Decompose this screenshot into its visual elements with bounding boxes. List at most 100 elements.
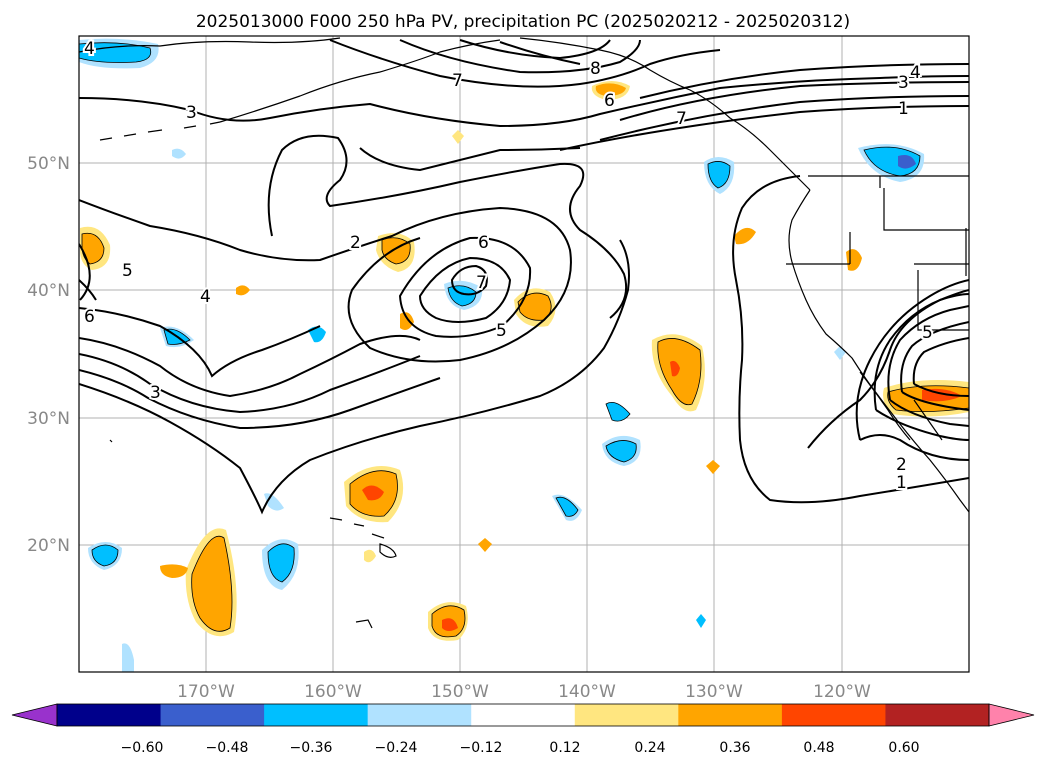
pv-contour	[79, 199, 572, 363]
pv-contour	[79, 369, 441, 430]
lon-label-160w: 160°W	[304, 682, 362, 702]
colorbar-segment	[264, 704, 369, 726]
precip-positive-blob	[651, 334, 705, 412]
longitude-labels: 170°W 160°W 150°W 140°W 130°W 120°W	[177, 682, 871, 702]
contour-label: 2	[896, 455, 907, 475]
precip-negative-blob	[602, 401, 641, 466]
colorbar-segment	[471, 704, 576, 726]
precip-positive-blob	[591, 81, 630, 100]
coastline-alaska	[79, 37, 811, 191]
pv-contour	[450, 264, 488, 296]
colorbar-extend-max	[988, 703, 1035, 727]
contour-label: 7	[476, 273, 487, 293]
colorbar-segment	[367, 704, 472, 726]
contour-label: 6	[478, 233, 489, 253]
colorbar-tick-label: 0.48	[803, 740, 834, 756]
contour-label: 1	[898, 99, 909, 119]
pv-contour	[398, 236, 532, 338]
contour-label: 2	[350, 233, 361, 253]
precip-positive-blob	[883, 380, 969, 417]
map-frame	[78, 35, 970, 673]
contour-label: 3	[898, 73, 909, 93]
lon-label-140w: 140°W	[558, 682, 616, 702]
pv-contour	[79, 75, 969, 128]
contour-labels: 4 7 8 3 4 6 1 3 2 6 7 5 5 4 6 3 7 5 2 1	[82, 37, 935, 495]
aleutian-islands	[99, 121, 221, 141]
pv-contour	[79, 307, 321, 378]
contour-label: 6	[604, 91, 615, 111]
contour-label: 8	[590, 59, 601, 79]
colorbar-segments	[57, 704, 990, 726]
colorbar-tick-label: 0.60	[888, 740, 919, 756]
colorbar-tick-label: −0.60	[121, 740, 164, 756]
pv-contour	[329, 39, 721, 88]
pv-contour	[887, 305, 969, 427]
pv-contour	[418, 256, 512, 323]
contour-label: 3	[150, 383, 161, 403]
contour-label: 4	[84, 39, 95, 59]
us-canada-border	[808, 175, 969, 276]
pv-contour	[732, 175, 969, 504]
pv-contour	[912, 337, 969, 397]
lon-label-130w: 130°W	[685, 682, 743, 702]
pv-contour	[559, 105, 969, 151]
lon-label-170w: 170°W	[177, 682, 235, 702]
pv-contour	[619, 81, 969, 121]
colorbar-segment	[160, 704, 265, 726]
colorbar-tick-label: −0.36	[290, 740, 333, 756]
pv-contour	[267, 134, 628, 319]
hawaii-islands	[329, 517, 397, 558]
pv-contour	[639, 63, 969, 99]
coastline-north-america	[788, 189, 969, 513]
lat-label-40n: 40°N	[27, 281, 70, 301]
colorbar-segment	[574, 704, 679, 726]
precip-positive-blob	[428, 602, 468, 641]
contour-label: 1	[896, 473, 907, 493]
lat-label-50n: 50°N	[27, 154, 70, 174]
pv-contour	[79, 353, 421, 414]
pv-contour	[855, 279, 969, 461]
contour-label: 7	[676, 109, 687, 129]
lat-label-30n: 30°N	[27, 409, 70, 429]
precip-positive-blob	[514, 288, 556, 327]
colorbar-segment	[678, 704, 783, 726]
map-title: 2025013000 F000 250 hPa PV, precipitatio…	[196, 12, 850, 32]
contour-label: 5	[122, 261, 133, 281]
colorbar-frame	[56, 703, 990, 727]
contour-label: 7	[452, 71, 463, 91]
lon-label-120w: 120°W	[813, 682, 871, 702]
latitude-labels: 50°N 40°N 30°N 20°N	[27, 154, 70, 556]
map-panel: 4 7 8 3 4 6 1 3 2 6 7 5 5 4 6 3 7 5 2 1	[78, 35, 970, 673]
contour-label: 4	[200, 287, 211, 307]
pv-contour	[399, 39, 641, 74]
precip-negative-blob	[88, 542, 122, 570]
pv-contour	[359, 147, 581, 172]
contour-label: 6	[84, 307, 95, 327]
pv-contours	[79, 39, 969, 515]
colorbar-segment	[57, 704, 162, 726]
colorbar-tick-label: −0.12	[460, 740, 503, 756]
pv-contour	[900, 321, 969, 411]
precip-positive-blob	[160, 528, 237, 637]
pv-contour	[79, 334, 421, 398]
colorbar-tick-label: 0.24	[634, 740, 665, 756]
pv-contour	[459, 39, 611, 60]
precip-negative-blob	[79, 38, 159, 69]
us-state-borders	[786, 188, 969, 331]
colorbar-tick-label: −0.48	[206, 740, 249, 756]
pv-contour	[79, 239, 630, 515]
contour-label: 5	[922, 323, 933, 343]
colorbar-segment	[781, 704, 886, 726]
contour-label: 4	[910, 63, 921, 83]
coastlines	[79, 37, 969, 629]
contour-label: 3	[186, 103, 197, 123]
colorbar-tick-label: 0.36	[719, 740, 750, 756]
precip-negative-blob	[262, 539, 299, 590]
pv-contour	[599, 95, 969, 141]
pv-contour	[79, 243, 97, 301]
colorbar-ticks: −0.60 −0.48 −0.36 −0.24 −0.12 0.12 0.24 …	[121, 740, 920, 756]
lat-label-20n: 20°N	[27, 536, 70, 556]
small-islands	[109, 439, 373, 629]
colorbar: −0.60 −0.48 −0.36 −0.24 −0.12 0.12 0.24 …	[11, 703, 1035, 756]
